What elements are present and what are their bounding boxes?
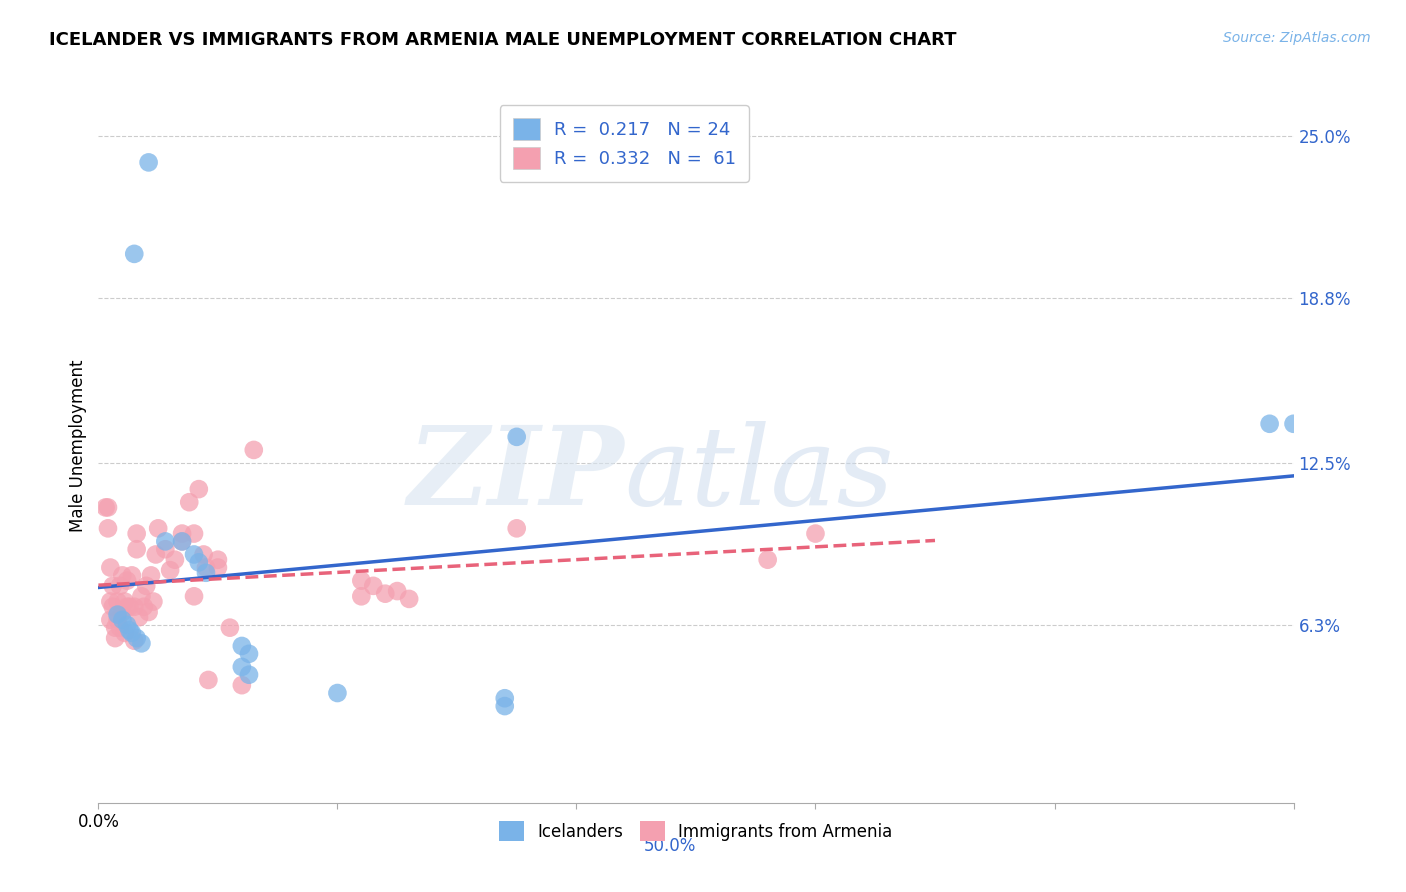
Point [219, 621, 242, 635]
Point [506, 430, 529, 444]
Point [172, 526, 194, 541]
Point [207, 552, 229, 566]
Point [107, 594, 129, 608]
Point [172, 534, 194, 549]
Point [125, 631, 148, 645]
Point [97, 500, 120, 515]
Point [132, 599, 155, 614]
Text: atlas: atlas [624, 421, 894, 528]
Point [195, 560, 218, 574]
Point [98, 613, 122, 627]
Point [187, 555, 209, 569]
Point [131, 589, 153, 603]
Point [111, 568, 134, 582]
Point [183, 548, 205, 562]
Point [155, 534, 177, 549]
Point [195, 566, 218, 580]
Point [350, 574, 373, 588]
Y-axis label: Male Unemployment: Male Unemployment [69, 359, 87, 533]
Point [148, 521, 170, 535]
Point [350, 589, 373, 603]
Point [118, 599, 141, 614]
Text: Source: ZipAtlas.com: Source: ZipAtlas.com [1223, 31, 1371, 45]
Point [98, 594, 122, 608]
Point [135, 579, 157, 593]
Text: ICELANDER VS IMMIGRANTS FROM ARMENIA MALE UNEMPLOYMENT CORRELATION CHART: ICELANDER VS IMMIGRANTS FROM ARMENIA MAL… [49, 31, 956, 49]
Point [125, 542, 148, 557]
Point [183, 526, 205, 541]
Text: 50.0%: 50.0% [644, 837, 696, 855]
Point [197, 673, 219, 687]
Point [139, 568, 162, 582]
Point [118, 624, 141, 638]
Point [125, 526, 148, 541]
Point [363, 579, 385, 593]
Point [207, 560, 229, 574]
Point [804, 526, 827, 541]
Point [326, 686, 349, 700]
Point [98, 560, 122, 574]
Point [97, 521, 120, 535]
Point [155, 542, 177, 557]
Point [104, 621, 127, 635]
Point [115, 574, 138, 588]
Point [193, 548, 215, 562]
Point [101, 599, 124, 614]
Point [159, 563, 181, 577]
Point [107, 613, 129, 627]
Point [111, 613, 134, 627]
Point [142, 594, 165, 608]
Point [124, 247, 146, 261]
Point [756, 552, 779, 566]
Point [138, 605, 160, 619]
Point [183, 589, 205, 603]
Point [163, 552, 186, 566]
Point [107, 607, 129, 622]
Point [115, 599, 138, 614]
Point [179, 495, 201, 509]
Point [187, 482, 209, 496]
Point [398, 591, 420, 606]
Point [114, 626, 136, 640]
Point [243, 442, 266, 457]
Point [121, 568, 143, 582]
Point [94, 500, 117, 515]
Point [138, 155, 160, 169]
Point [111, 605, 134, 619]
Point [124, 599, 146, 614]
Point [114, 594, 136, 608]
Point [124, 633, 146, 648]
Point [131, 636, 153, 650]
Point [231, 639, 253, 653]
Point [1258, 417, 1281, 431]
Point [494, 699, 516, 714]
Point [121, 626, 143, 640]
Point [506, 521, 529, 535]
Point [1282, 417, 1305, 431]
Point [238, 667, 260, 681]
Legend: Icelanders, Immigrants from Armenia: Icelanders, Immigrants from Armenia [492, 814, 900, 848]
Point [231, 660, 253, 674]
Point [104, 631, 127, 645]
Text: ZIP: ZIP [408, 421, 624, 528]
Point [108, 579, 131, 593]
Point [374, 587, 396, 601]
Point [172, 534, 194, 549]
Point [385, 584, 409, 599]
Point [115, 618, 138, 632]
Point [145, 548, 167, 562]
Point [101, 579, 124, 593]
Point [238, 647, 260, 661]
Point [108, 621, 131, 635]
Point [128, 610, 150, 624]
Point [231, 678, 253, 692]
Point [494, 691, 516, 706]
